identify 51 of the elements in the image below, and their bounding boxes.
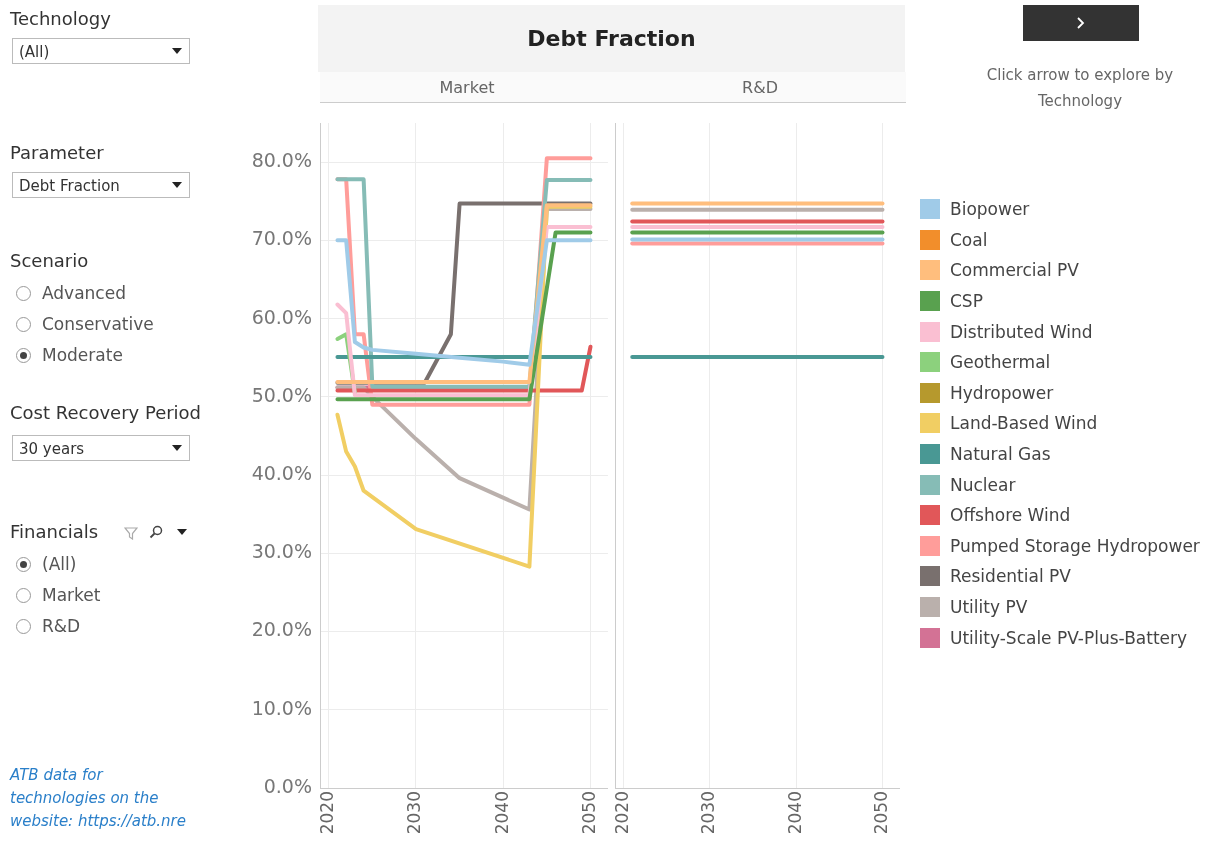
legend-label: Pumped Storage Hydropower (950, 535, 1200, 556)
legend-label: Distributed Wind (950, 321, 1093, 342)
x-tick-label: 2050 (870, 791, 891, 835)
y-tick-label: 10.0% (251, 696, 312, 719)
text: R&D (42, 616, 81, 636)
legend-label: Commercial PV (950, 260, 1079, 281)
y-tick-label: 60.0% (251, 305, 312, 328)
text: Scenario (10, 250, 89, 271)
text: Cost Recovery Period (10, 402, 202, 423)
y-tick-label: 0.0% (263, 774, 312, 797)
legend-label: Coal (950, 229, 988, 250)
legend-label: Biopower (950, 199, 1030, 220)
text: (All) (12, 38, 190, 64)
legend-label: Utility PV (950, 597, 1028, 618)
legend-label: Land-Based Wind (950, 413, 1098, 434)
text: Moderate (42, 345, 123, 365)
text: Technology (10, 8, 111, 29)
text: ATB data for technologies on the website: https://atb.nre (10, 765, 187, 832)
y-tick-label: 70.0% (251, 227, 312, 250)
y-tick-label: 30.0% (251, 540, 312, 563)
text: Conservative (42, 314, 154, 334)
x-tick-label: 2030 (698, 791, 719, 835)
x-tick-label: 2030 (404, 791, 425, 835)
y-tick-label: 80.0% (251, 149, 312, 172)
legend-label: Natural Gas (950, 444, 1051, 465)
x-tick-label: 2050 (578, 791, 599, 835)
chart-subtitle: R&D (614, 72, 906, 103)
x-tick-label: 2040 (491, 791, 512, 835)
legend-label: Offshore Wind (950, 505, 1071, 526)
x-tick-label: 2040 (784, 791, 805, 835)
chart-subtitle: Market (320, 72, 614, 103)
x-tick-label: 2020 (317, 791, 338, 835)
legend-label: CSP (950, 291, 983, 312)
x-tick-label: 2020 (612, 791, 633, 835)
legend-label: Geothermal (950, 352, 1051, 373)
chart-title: Debt Fraction (318, 5, 905, 72)
text: 30 years (12, 435, 190, 461)
text: Market (42, 585, 101, 605)
legend-label: Nuclear (950, 474, 1016, 495)
y-tick-label: 20.0% (251, 618, 312, 641)
y-tick-label: 50.0% (251, 383, 312, 406)
text: Click arrow to explore by Technology (985, 65, 1175, 112)
text: Advanced (42, 283, 126, 303)
legend-label: Hydropower (950, 382, 1054, 403)
text: Parameter (10, 142, 104, 163)
legend-label: Residential PV (950, 566, 1071, 587)
y-tick-label: 40.0% (251, 462, 312, 484)
text: Debt Fraction (12, 172, 190, 198)
text: Financials (10, 521, 99, 542)
text: (All) (42, 554, 77, 574)
legend-label: Utility-Scale PV-Plus-Battery (950, 627, 1188, 648)
